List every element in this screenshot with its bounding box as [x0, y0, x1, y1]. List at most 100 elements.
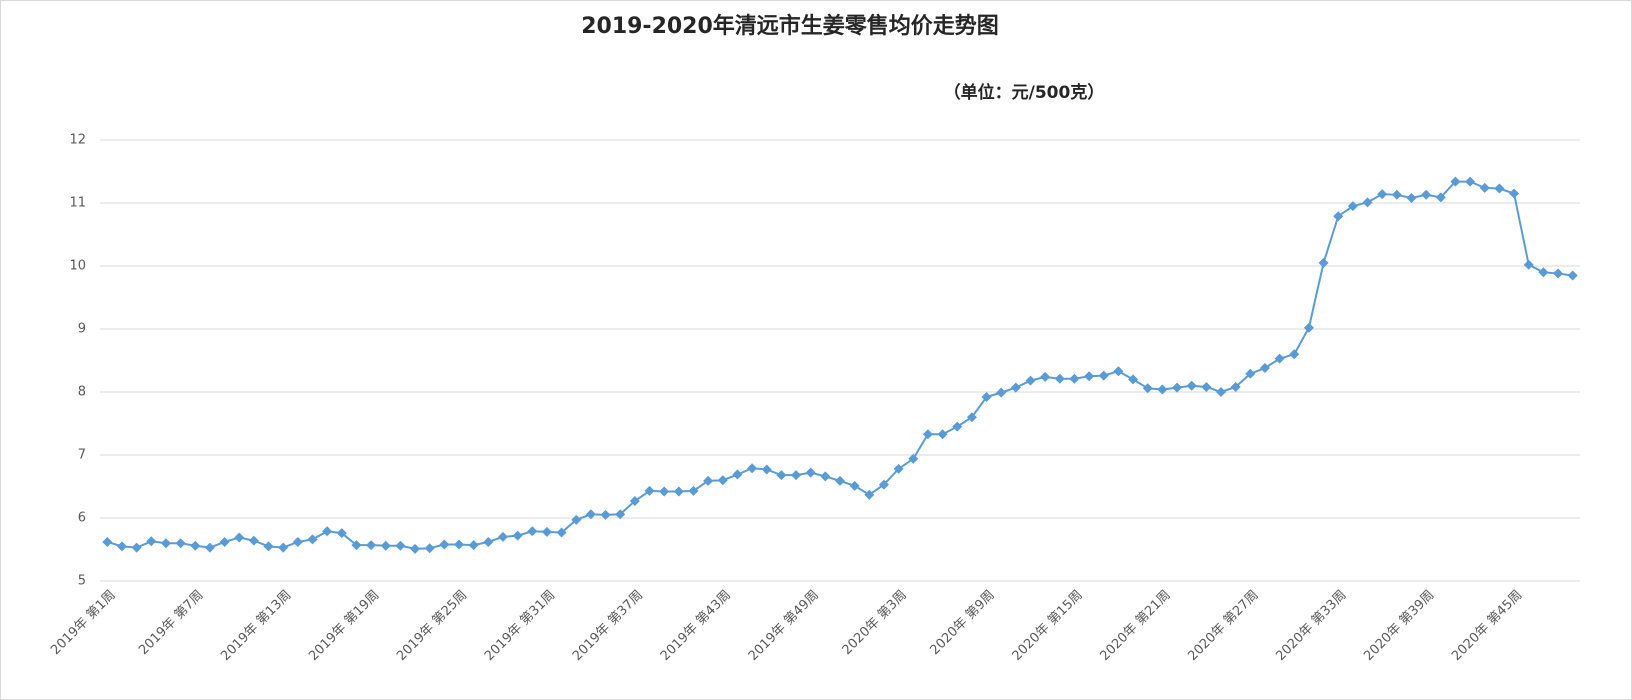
- data-point: [1010, 382, 1021, 393]
- data-point: [1435, 192, 1446, 203]
- data-point: [937, 429, 948, 440]
- data-point: [644, 485, 655, 496]
- data-point: [776, 470, 787, 481]
- y-tick-label: 10: [69, 259, 86, 274]
- data-point: [322, 526, 333, 537]
- data-point: [278, 542, 289, 553]
- data-point: [600, 509, 611, 520]
- data-point: [204, 542, 215, 553]
- data-point: [1362, 197, 1373, 208]
- data-point: [1406, 192, 1417, 203]
- data-point: [952, 421, 963, 432]
- data-point: [527, 526, 538, 537]
- data-point: [1347, 201, 1358, 212]
- data-point: [512, 530, 523, 541]
- data-point: [835, 475, 845, 486]
- data-point: [703, 475, 714, 486]
- data-point: [791, 470, 802, 481]
- data-point: [1172, 382, 1183, 393]
- data-point: [571, 514, 582, 525]
- data-point: [1289, 349, 1300, 360]
- data-point: [439, 539, 450, 550]
- data-point: [966, 412, 977, 423]
- data-point: [1245, 368, 1256, 379]
- data-point: [893, 463, 904, 474]
- data-point: [820, 471, 831, 482]
- data-point: [219, 536, 230, 547]
- y-tick-label: 5: [78, 574, 86, 589]
- chart-title: 2019-2020年清远市生姜零售均价走势图: [581, 13, 999, 39]
- data-point: [1377, 189, 1388, 200]
- y-tick-label: 6: [78, 511, 86, 526]
- data-point: [1465, 176, 1476, 187]
- data-point: [1303, 322, 1314, 333]
- data-point: [410, 543, 421, 554]
- data-point: [1553, 268, 1564, 279]
- data-point: [996, 387, 1007, 398]
- data-point: [1479, 182, 1490, 193]
- data-point: [424, 543, 435, 554]
- data-point: [395, 540, 406, 551]
- data-point: [556, 527, 567, 538]
- data-point: [541, 526, 552, 537]
- data-point: [1274, 353, 1285, 364]
- data-point: [1538, 267, 1549, 278]
- data-point: [263, 541, 274, 552]
- data-point: [1084, 371, 1095, 382]
- y-tick-label: 12: [69, 133, 86, 148]
- data-point: [468, 540, 479, 551]
- data-point: [102, 536, 113, 547]
- data-point: [1113, 366, 1124, 377]
- data-point: [116, 541, 127, 552]
- data-point: [864, 489, 875, 500]
- data-point: [146, 536, 157, 547]
- data-point: [1450, 176, 1461, 187]
- data-point: [351, 540, 362, 551]
- data-point: [175, 538, 186, 549]
- data-point: [1333, 211, 1344, 222]
- data-point: [981, 392, 992, 403]
- data-point: [1494, 183, 1505, 194]
- data-point: [497, 531, 508, 542]
- data-point: [1201, 381, 1212, 392]
- data-point: [1567, 270, 1578, 281]
- data-point: [1421, 189, 1432, 200]
- data-point: [908, 453, 919, 464]
- data-point: [615, 509, 626, 520]
- data-point: [248, 535, 259, 546]
- data-point: [380, 540, 391, 551]
- data-point: [1142, 383, 1153, 394]
- data-point: [1128, 374, 1139, 385]
- data-point: [717, 475, 728, 486]
- data-point: [190, 540, 201, 551]
- data-point: [1318, 257, 1329, 268]
- data-point: [160, 538, 171, 549]
- data-point: [585, 509, 596, 520]
- data-point: [732, 469, 743, 480]
- data-point: [483, 536, 494, 547]
- data-point: [1098, 370, 1109, 381]
- data-point: [849, 480, 860, 491]
- data-point: [1157, 384, 1168, 395]
- data-point: [366, 540, 377, 551]
- data-point: [747, 463, 758, 474]
- y-tick-label: 11: [69, 196, 86, 211]
- data-point: [1391, 189, 1402, 200]
- unit-note: （单位：元/500克）: [944, 82, 1105, 103]
- data-point: [1040, 371, 1051, 382]
- data-point: [292, 536, 303, 547]
- data-point: [1186, 380, 1197, 391]
- data-point: [1215, 387, 1226, 397]
- data-point: [922, 429, 933, 440]
- data-point: [131, 542, 142, 553]
- data-point: [688, 485, 699, 496]
- data-point: [878, 479, 889, 490]
- data-point: [1230, 381, 1241, 392]
- data-point: [629, 495, 640, 506]
- data-point: [673, 486, 684, 497]
- data-point: [336, 528, 347, 539]
- data-point: [761, 464, 772, 475]
- data-point: [1259, 363, 1270, 374]
